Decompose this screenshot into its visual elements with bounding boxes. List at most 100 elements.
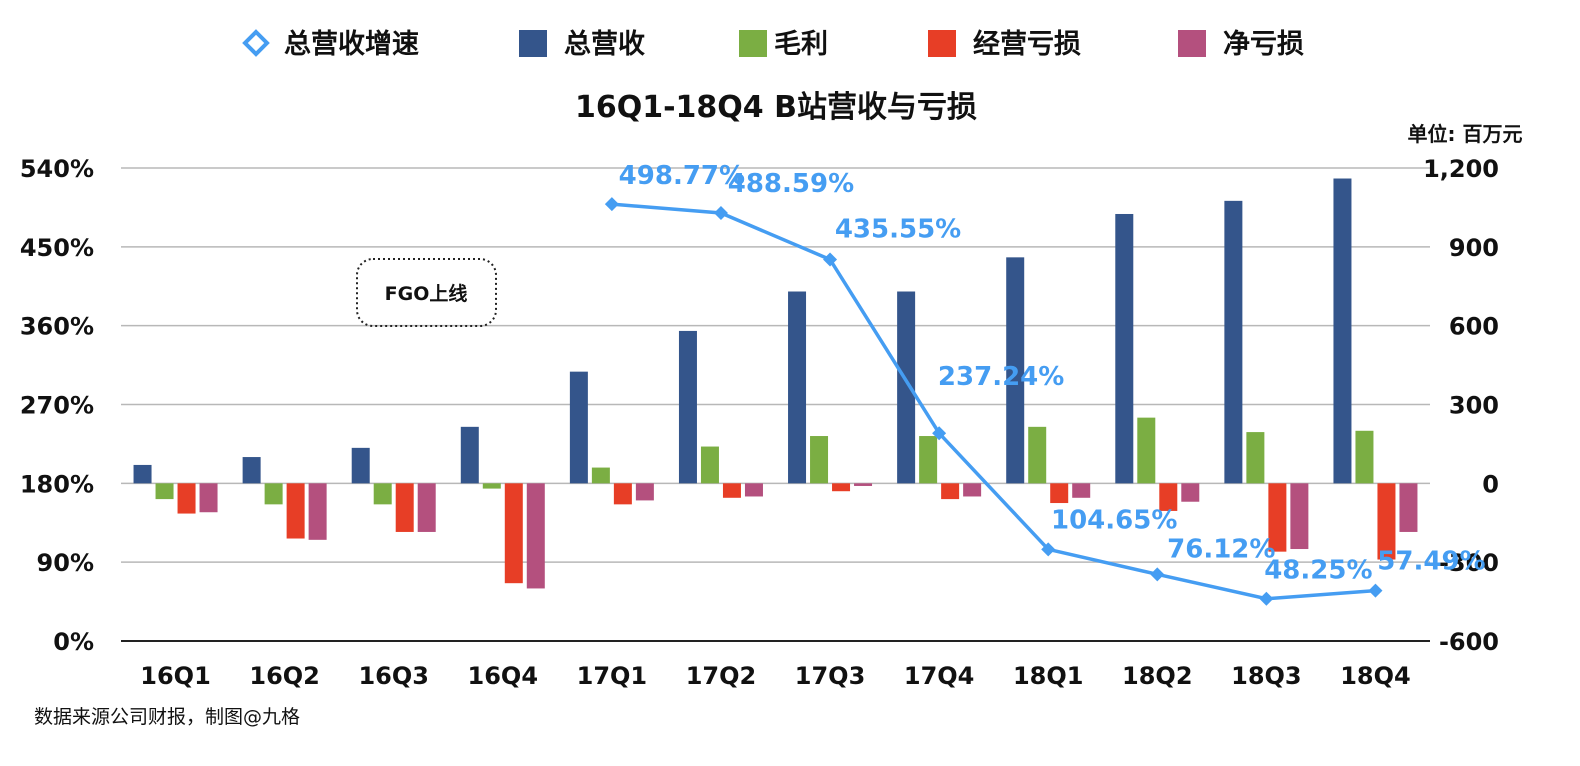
diamond-icon [242,29,270,57]
category-label: 17Q3 [795,662,866,690]
category-label: 16Q3 [358,662,429,690]
gridlines [121,167,1430,563]
left-tick-label: 180% [20,470,94,498]
bar [613,483,632,505]
bar [832,483,851,492]
bar [1159,483,1178,511]
annotation-box [356,258,497,327]
bar [133,464,152,484]
growth-data-label: 498.77% [619,161,745,191]
category-label: 17Q4 [904,662,975,690]
bar [1137,417,1156,484]
growth-point [1150,567,1165,582]
right-tick-label: 900 [1449,234,1499,262]
annotation-label: FGO上线 [385,282,468,305]
bar [1028,426,1047,484]
bar [199,483,218,513]
bar [678,330,697,484]
bar [810,436,829,484]
bar [591,467,610,484]
growth-data-label: 104.65% [1051,505,1177,535]
bars [133,178,1418,589]
bar [242,457,261,484]
category-label: 18Q4 [1340,662,1411,690]
right-tick-label: -600 [1439,628,1499,656]
growth-point [1259,591,1274,606]
category-label: 18Q2 [1122,662,1193,690]
growth-data-label: 48.25% [1264,556,1372,586]
bar [373,483,392,505]
chart-title: 16Q1-18Q4 B站营收与亏损 [575,90,977,125]
bar [941,483,960,500]
bar [1050,483,1069,504]
growth-point [932,426,947,441]
bar [1072,483,1091,498]
bar [788,291,807,484]
legend-label: 净亏损 [1223,29,1304,60]
category-label: 16Q2 [249,662,320,690]
bar [177,483,196,514]
growth-data-label: 237.24% [938,362,1064,392]
category-label: 16Q4 [468,662,539,690]
growth-line-path [611,202,1376,601]
left-tick-label: 540% [20,155,94,183]
left-tick-label: 360% [20,313,94,341]
growth-point [823,252,838,267]
bar [1290,483,1309,550]
category-label: 18Q1 [1013,662,1084,690]
right-tick-label: 1,200 [1423,155,1499,183]
bar [1246,432,1265,484]
bar [1224,200,1243,484]
growth-line: 498.77%488.59% 435.55% 237.24% 104.65%76.12… [604,161,1486,606]
bar [854,483,873,486]
bar [1181,483,1200,502]
square-icon [928,30,956,57]
bar [1268,483,1287,552]
category-label: 16Q1 [140,662,211,690]
growth-data-label: 76.12% [1167,534,1275,564]
bar [264,483,283,505]
bar [155,483,174,500]
bar [963,483,982,497]
left-tick-label: 270% [20,392,94,420]
square-icon [519,30,547,57]
legend-label: 毛利 [774,29,828,60]
bar [897,291,916,484]
bar [700,446,719,484]
legend-label: 经营亏损 [973,28,1081,60]
left-tick-label: 450% [20,234,94,262]
bar [1355,430,1374,484]
growth-point [1041,542,1056,557]
bar [1115,213,1134,484]
growth-point [604,197,619,212]
bar [1377,483,1396,560]
right-tick-label: -300 [1439,549,1499,577]
square-icon [1178,30,1206,57]
category-label: 17Q1 [577,662,648,690]
category-label: 18Q3 [1231,662,1302,690]
bar [395,483,414,532]
annotation: FGO上线 [356,258,497,327]
source-note: 数据来源公司财报，制图@九格 [34,706,300,728]
unit-label: 单位: 百万元 [1408,122,1523,146]
bar [504,483,523,584]
right-tick-label: 300 [1449,392,1499,420]
bar [417,483,436,532]
left-tick-label: 90% [37,549,94,577]
legend-label: 总营收 [564,29,645,60]
category-label: 17Q2 [686,662,757,690]
growth-data-label: 57.49% [1377,547,1485,577]
growth-point [1368,583,1383,598]
bar [722,483,741,498]
bar [1333,178,1352,484]
right-tick-label: 0 [1482,470,1499,498]
right-tick-label: 600 [1449,313,1499,341]
axes: 540% 1,200 450% 900 360% 600 270% 300 180% 0 90% -3… [20,155,1499,690]
legend-label: 总营收增速 [284,28,419,60]
bar [460,426,479,484]
legend: 总营收增速 总营收 毛利 经营亏损 净亏损 [242,28,1304,60]
bar [308,483,327,540]
bar [286,483,305,539]
growth-data-label: 435.55% [835,214,961,244]
